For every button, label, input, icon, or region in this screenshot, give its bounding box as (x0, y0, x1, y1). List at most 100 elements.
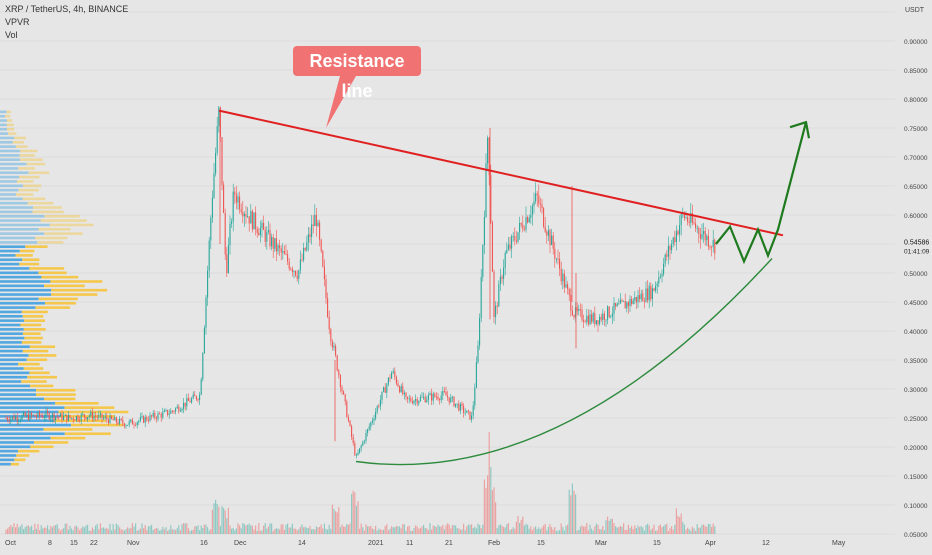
volume-bar (517, 516, 519, 534)
volume-bar (56, 524, 58, 534)
vp-bar-up (0, 201, 28, 205)
candle-body (303, 247, 305, 261)
candle-body (391, 372, 393, 379)
candle-body (144, 417, 146, 423)
volume-bar (347, 524, 349, 534)
vp-bar-down (23, 328, 46, 331)
vp-bar-up (0, 114, 6, 118)
volume-bar (144, 525, 146, 534)
resistance-trendline[interactable] (218, 109, 784, 237)
volume-bar (341, 524, 343, 534)
candle-body (279, 245, 281, 249)
volume-bar (74, 526, 76, 534)
volume-bar (506, 524, 508, 534)
volume-bar (328, 524, 330, 534)
candle-body (578, 309, 580, 312)
candle-body (87, 417, 89, 420)
volume-bar (296, 530, 298, 534)
vp-bar-up (0, 402, 56, 405)
candle-body (43, 417, 45, 419)
vp-bar-down (27, 375, 58, 379)
candle-body (386, 384, 388, 393)
vp-bar-up (0, 297, 39, 301)
volume-bar (488, 432, 490, 534)
volume-bar (560, 523, 562, 534)
volume-bar (8, 527, 10, 534)
price-axis[interactable]: USDT 0.05000 0.10000 0.15000 0.20000 0.25000 0… (895, 0, 932, 550)
volume-bar (397, 526, 399, 534)
volume-bar (226, 518, 228, 534)
projection-path[interactable] (715, 121, 808, 265)
vp-bar-up (0, 323, 21, 327)
candle-body (266, 232, 268, 242)
volume-bar (13, 523, 15, 534)
vp-bar-down (21, 380, 47, 383)
candle-body (21, 415, 23, 420)
vp-bar-up (0, 354, 29, 357)
indicator-vol-label[interactable]: Vol (5, 30, 18, 40)
volume-bar (530, 526, 532, 534)
vp-bar-down (36, 388, 76, 392)
candle-body (480, 277, 482, 319)
volume-bar (450, 528, 452, 534)
volume-bar (434, 525, 436, 534)
candle-body (627, 302, 629, 307)
vp-bar-down (22, 315, 44, 318)
volume-bar (410, 530, 412, 534)
volume-bar (627, 524, 629, 534)
candle-body (531, 205, 533, 216)
vp-bar-down (28, 354, 57, 357)
candle-body (117, 422, 119, 424)
vp-bar-down (58, 410, 129, 414)
volume-bar (330, 528, 332, 534)
y-tick-label: 0.85000 (904, 68, 928, 75)
candle-body (410, 398, 412, 402)
candle-body (229, 223, 231, 246)
candle-body (427, 395, 429, 400)
candle-body (173, 411, 175, 412)
vp-bar-down (22, 349, 49, 353)
volume-bar (67, 529, 69, 534)
volume-bar (387, 530, 389, 534)
candle-body (426, 399, 428, 403)
indicator-vpvr-label[interactable]: VPVR (5, 17, 30, 27)
volume-bar (379, 529, 381, 534)
vp-bar-up (0, 284, 45, 288)
volume-bar (637, 525, 639, 534)
volume-bar (539, 529, 541, 534)
candle-body (402, 386, 404, 395)
volume-bar (464, 530, 466, 534)
vp-bar-up (0, 310, 22, 314)
candle-body (349, 420, 351, 427)
candle-body (672, 237, 674, 244)
candle-body (178, 406, 180, 412)
candle-body (373, 418, 375, 421)
volume-bar (253, 529, 255, 534)
volume-bar (575, 494, 577, 534)
candle-body (175, 408, 177, 412)
candle-body (434, 393, 436, 397)
candle-body (597, 320, 599, 325)
vp-bar-down (44, 214, 80, 218)
volume-bar (538, 527, 540, 534)
time-axis[interactable]: Oct 8 15 22 Nov 16 Dec 14 2021 11 21 Feb 15 Mar 15 Apr 1… (5, 540, 846, 547)
volume-bar (461, 529, 463, 534)
volume-bar (261, 530, 263, 534)
candle-body (560, 268, 562, 282)
candle-body (599, 316, 601, 325)
vp-bar-up (0, 175, 20, 179)
volume-bar (389, 528, 391, 534)
annotations (218, 76, 811, 466)
volume-bar (551, 527, 553, 534)
y-tick-label: 0.80000 (904, 97, 928, 104)
vp-bar-down (15, 193, 34, 196)
volume-bar (69, 525, 71, 534)
volume-bar (527, 524, 529, 534)
vp-bar-down (16, 180, 34, 183)
volume-bar (594, 526, 596, 534)
support-curve[interactable] (355, 258, 773, 466)
symbol-title[interactable]: XRP / TetherUS, 4h, BINANCE (5, 4, 129, 14)
volume-bar (346, 523, 348, 534)
